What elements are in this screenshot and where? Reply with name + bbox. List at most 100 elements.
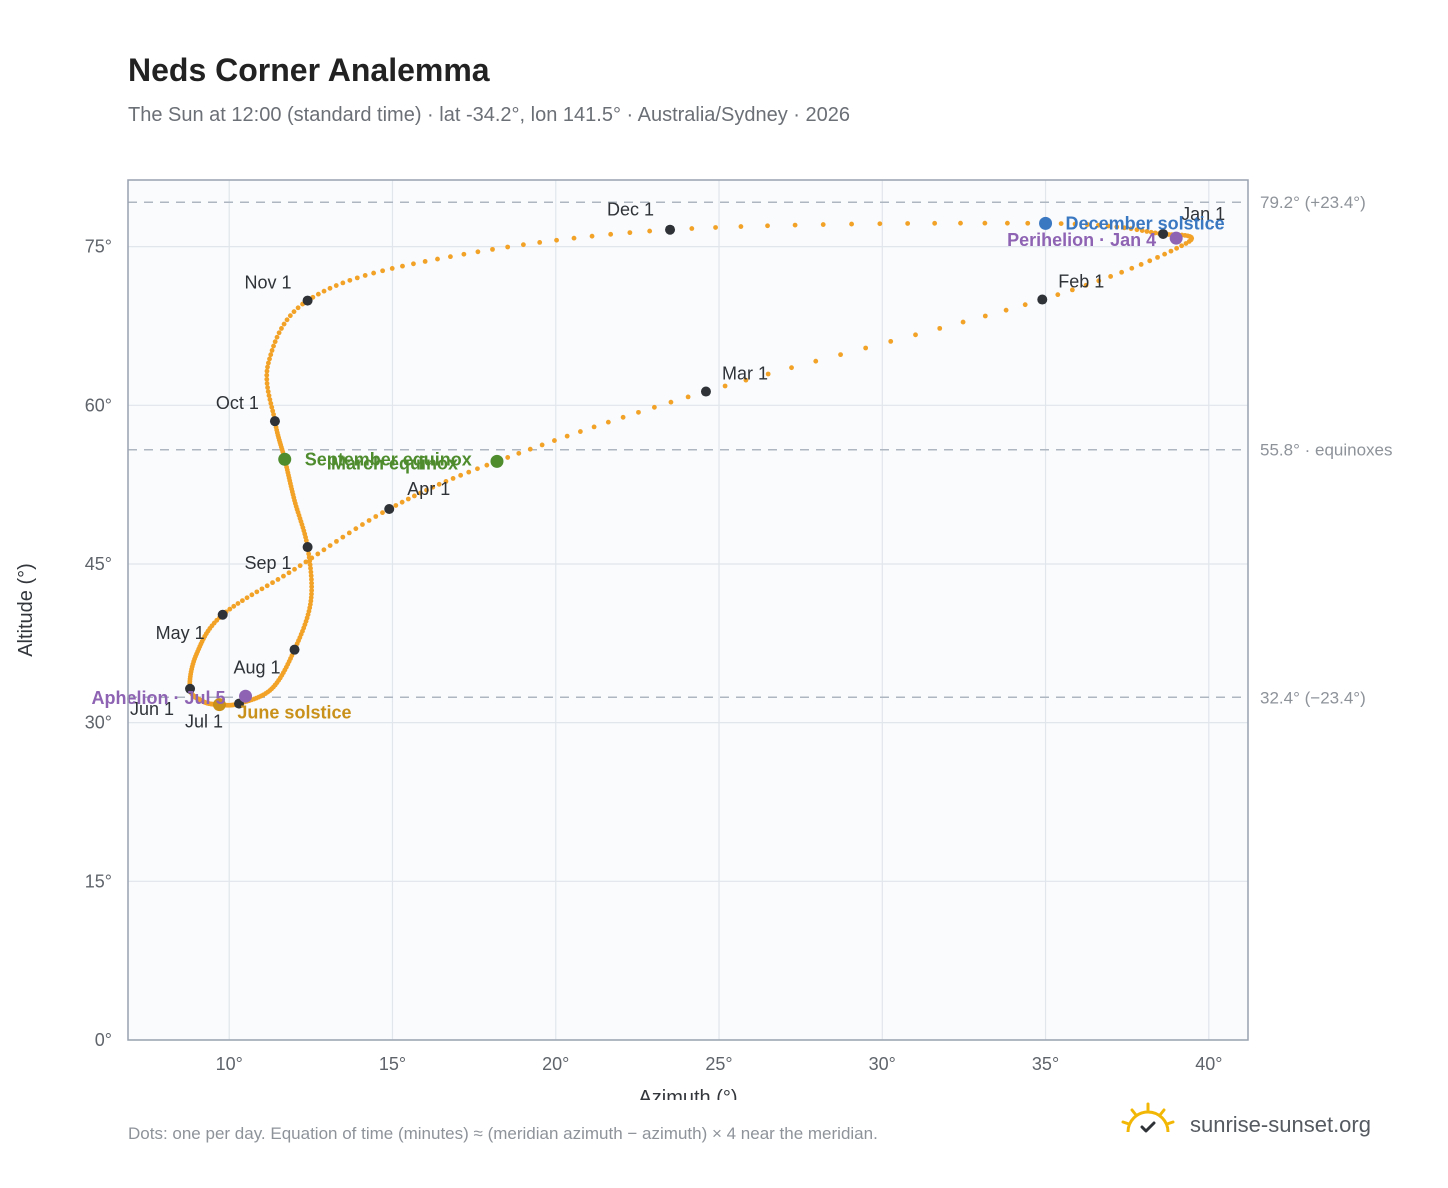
daily-sun-dot <box>1105 223 1111 229</box>
daily-sun-dot <box>813 358 819 364</box>
daily-sun-dot <box>627 230 633 236</box>
daily-sun-dot <box>279 326 284 331</box>
daily-sun-dot <box>362 273 368 278</box>
daily-sun-dot <box>231 603 237 609</box>
daily-sun-dot <box>1183 241 1189 246</box>
analemma-chart: 79.2° (+23.4°) 55.8° · equinoxes 32.4° (−2… <box>15 179 1393 1100</box>
daily-sun-dot <box>270 408 276 414</box>
daily-sun-dot <box>309 584 315 590</box>
daily-sun-dot <box>591 424 597 430</box>
daily-sun-dot <box>308 573 314 579</box>
daily-sun-dot <box>249 592 255 598</box>
daily-sun-dot <box>1114 224 1120 230</box>
daily-sun-dot <box>443 479 449 484</box>
month-label: Dec 1 <box>607 200 654 220</box>
event-marker <box>212 698 226 712</box>
daily-sun-dot <box>537 240 543 245</box>
daily-sun-dot <box>264 368 270 374</box>
x-tick-label: 25° <box>705 1054 732 1074</box>
daily-sun-dot <box>516 450 522 456</box>
daily-sun-dot <box>490 246 495 252</box>
event-marker <box>1169 231 1183 245</box>
month-label: Sep 1 <box>245 553 292 573</box>
daily-sun-dot <box>267 397 273 402</box>
daily-sun-dot <box>308 569 314 575</box>
x-tick-label: 30° <box>869 1054 896 1074</box>
daily-sun-dot <box>589 233 595 239</box>
daily-sun-dot <box>269 404 275 410</box>
daily-sun-dot <box>863 345 869 351</box>
daily-sun-dot <box>789 365 794 371</box>
daily-sun-dot <box>286 570 292 576</box>
event-label: December solstice <box>1066 213 1225 233</box>
daily-sun-dot <box>244 595 250 601</box>
daily-sun-dot <box>1096 222 1101 228</box>
daily-sun-dot <box>371 270 377 276</box>
daily-sun-dot <box>466 469 472 475</box>
daily-sun-dot <box>281 573 286 579</box>
daily-sun-dot <box>1121 225 1127 231</box>
daily-sun-dot <box>605 419 611 425</box>
reference-line-label: 79.2° (+23.4°) <box>1260 193 1366 212</box>
daily-sun-dot <box>309 577 314 582</box>
daily-sun-dot <box>400 263 405 269</box>
daily-sun-dot <box>1058 221 1064 227</box>
daily-sun-dot <box>849 221 854 227</box>
daily-sun-dot <box>360 522 365 527</box>
daily-sun-dot <box>608 231 614 237</box>
month-label: Jun 1 <box>130 699 174 719</box>
daily-sun-dot <box>722 383 728 389</box>
daily-sun-dot <box>264 372 270 378</box>
daily-sun-dot <box>888 338 894 344</box>
x-tick-label: 10° <box>216 1054 243 1074</box>
daily-sun-dot <box>272 339 278 345</box>
event-label: June solstice <box>237 703 351 723</box>
daily-sun-dot <box>982 313 988 319</box>
daily-sun-dot <box>937 325 943 331</box>
daily-sun-dot <box>738 224 744 229</box>
daily-sun-dot <box>424 487 429 493</box>
reference-line-label: 55.8° · equinoxes <box>1260 441 1393 460</box>
daily-sun-dot <box>1147 258 1153 264</box>
event-label: September equinox <box>305 449 472 469</box>
month-marker <box>289 644 300 655</box>
daily-sun-dot <box>1134 227 1140 233</box>
month-label: May 1 <box>156 623 205 643</box>
daily-sun-dot <box>265 364 270 370</box>
daily-sun-dot <box>539 442 545 448</box>
month-label: Apr 1 <box>407 479 450 499</box>
daily-sun-dot <box>264 376 270 382</box>
daily-sun-dot <box>505 244 511 250</box>
daily-sun-dot <box>1174 245 1180 251</box>
daily-sun-dot <box>380 510 385 516</box>
brand-logo-link[interactable]: sunrise-sunset.org <box>1120 1100 1390 1150</box>
event-marker <box>239 689 253 703</box>
daily-sun-dot <box>346 530 352 536</box>
daily-sun-dot <box>685 394 691 400</box>
daily-sun-dot <box>905 221 911 226</box>
daily-sun-dot <box>1129 265 1135 271</box>
daily-sun-dot <box>270 580 275 586</box>
month-marker <box>302 542 313 553</box>
daily-sun-dot <box>266 393 272 399</box>
daily-sun-dot <box>458 472 464 478</box>
daily-sun-dot <box>265 389 271 394</box>
x-tick-label: 15° <box>379 1054 406 1074</box>
daily-sun-dot <box>475 466 480 472</box>
daily-sun-dot <box>1025 220 1031 226</box>
daily-sun-dot <box>389 266 395 271</box>
daily-sun-dot <box>1138 262 1144 267</box>
daily-sun-dot <box>422 259 428 264</box>
daily-sun-dot <box>235 601 241 606</box>
plot-background <box>128 180 1248 1040</box>
month-label: Jan 1 <box>1181 204 1225 224</box>
daily-sun-dot <box>366 518 372 523</box>
plot-frame <box>127 179 1249 1041</box>
chart-title: Neds Corner Analemma <box>128 52 490 88</box>
daily-sun-dot <box>689 226 695 231</box>
month-marker <box>384 503 395 514</box>
daily-sun-dot <box>435 256 440 262</box>
month-label: Nov 1 <box>245 273 292 293</box>
daily-sun-dot <box>315 551 321 557</box>
month-label: Aug 1 <box>233 658 280 678</box>
